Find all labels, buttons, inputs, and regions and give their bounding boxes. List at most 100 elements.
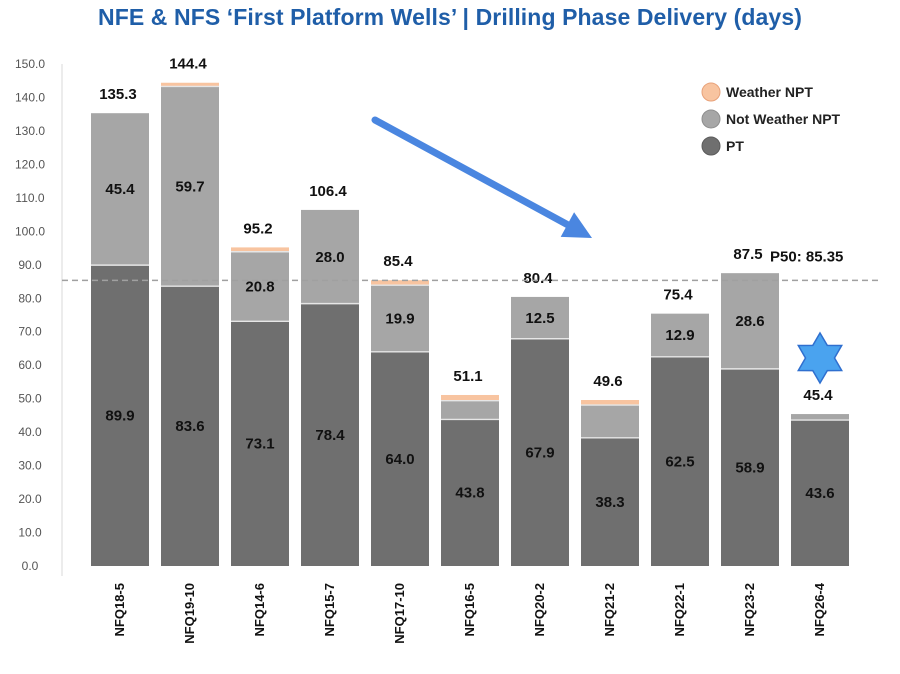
data-label: 89.9 (105, 408, 134, 425)
bar-segment-not-weather-npt (301, 209, 359, 304)
data-label: 38.3 (595, 494, 624, 511)
bar-segment-pt (791, 420, 849, 566)
bar-segment-not-weather-npt (511, 296, 569, 339)
data-label: 64.0 (385, 451, 414, 468)
legend: Weather NPT Not Weather NPT PT (701, 82, 841, 156)
bar-segment-pt (511, 338, 569, 566)
data-label: 45.4 (105, 181, 135, 198)
total-label: 75.4 (663, 287, 693, 304)
chart-title: NFE & NFS ‘First Platform Wells’ | Drill… (98, 4, 802, 30)
bar-segment-pt (371, 351, 429, 566)
category-label: NFQ20-2 (532, 583, 547, 636)
category-label: NFQ19-10 (182, 583, 197, 644)
y-tick-label: 130.0 (15, 124, 45, 138)
bar-segment-pt (581, 437, 639, 566)
bar-segment-pt (651, 356, 709, 566)
total-label: 80.4 (523, 270, 553, 287)
total-label: 135.3 (99, 86, 137, 103)
trend-arrow-shaft (371, 116, 571, 229)
category-label: NFQ14-6 (252, 583, 267, 636)
data-label: 62.5 (665, 453, 694, 470)
y-tick-label: 10.0 (18, 526, 42, 540)
bar-segment-weather-npt (231, 247, 289, 252)
data-label: 78.4 (315, 427, 345, 444)
bar-segment-pt (91, 265, 149, 566)
bar-segment-pt (161, 286, 219, 566)
category-label: NFQ15-7 (322, 583, 337, 636)
bar-segment-not-weather-npt (721, 273, 779, 369)
data-label: 28.6 (735, 313, 764, 330)
legend-label: PT (726, 138, 744, 154)
y-tick-label: 40.0 (18, 425, 42, 439)
y-tick-label: 20.0 (18, 492, 42, 506)
data-label: 67.9 (525, 444, 554, 461)
bar-segment-not-weather-npt (441, 400, 499, 420)
x-axis: NFQ18-5 NFQ19-10 NFQ14-6 NFQ15-7 NFQ17-10 NFQ… (112, 582, 827, 643)
category-label: NFQ21-2 (602, 583, 617, 636)
category-label: NFQ17-10 (392, 583, 407, 644)
category-label: NFQ16-5 (462, 583, 477, 636)
total-label: 106.4 (309, 183, 347, 200)
y-tick-label: 30.0 (18, 459, 42, 473)
data-label: 19.9 (385, 311, 414, 328)
total-label: 87.5 (733, 246, 762, 263)
bar-segment-pt (441, 419, 499, 566)
data-label: 12.5 (525, 310, 554, 327)
bar-segment-not-weather-npt (161, 86, 219, 287)
bar-segment-not-weather-npt (371, 285, 429, 352)
y-tick-label: 50.0 (18, 392, 42, 406)
labels-layer: 89.9 45.4 135.3 83.6 59.7 144.4 73.1 20.8 95.2 78… (99, 56, 834, 511)
y-tick-label: 90.0 (18, 258, 42, 272)
data-label: 20.8 (245, 279, 274, 296)
annotations (371, 116, 843, 385)
bar-segment-weather-npt (161, 82, 219, 87)
total-label: 49.6 (593, 373, 622, 390)
bar-segment-not-weather-npt (791, 414, 849, 421)
data-label: 58.9 (735, 459, 764, 476)
data-label: 28.0 (315, 249, 344, 266)
y-tick-label: 120.0 (15, 157, 45, 171)
category-label: NFQ26-4 (812, 582, 827, 636)
y-tick-label: 100.0 (15, 224, 45, 238)
p50-label: P50: 85.35 (770, 248, 843, 265)
bar-segment-not-weather-npt (581, 405, 639, 438)
y-tick-label: 110.0 (15, 191, 44, 205)
y-tick-label: 60.0 (18, 358, 42, 372)
star-icon (797, 331, 843, 385)
bar-segment-not-weather-npt (651, 313, 709, 357)
category-label: NFQ18-5 (112, 583, 127, 636)
bar-segment-weather-npt (441, 394, 499, 401)
category-label: NFQ22-1 (672, 583, 687, 636)
category-label: NFQ23-2 (742, 583, 757, 636)
bar-segment-weather-npt (581, 400, 639, 406)
legend-label: Not Weather NPT (726, 111, 841, 127)
bar-segment-pt (721, 368, 779, 566)
y-tick-label: 140.0 (15, 90, 45, 104)
bars-layer (91, 82, 849, 566)
total-label: 144.4 (169, 56, 207, 73)
bar-segment-not-weather-npt (91, 113, 149, 266)
y-tick-label: 150.0 (15, 57, 45, 71)
data-label: 12.9 (665, 327, 694, 344)
y-axis: 0.0 10.0 20.0 30.0 40.0 50.0 60.0 70.0 80.0 90.0 1… (15, 57, 63, 576)
reference-line-group: P50: 85.35 (62, 248, 880, 282)
data-label: 59.7 (175, 178, 204, 195)
trend-arrow-icon (560, 212, 592, 238)
legend-swatch (701, 136, 721, 156)
bar-segment-weather-npt (371, 280, 429, 286)
total-label: 85.4 (383, 253, 413, 270)
bar-segment-pt (231, 321, 289, 566)
data-label: 73.1 (245, 436, 274, 453)
y-tick-label: 0.0 (22, 559, 39, 573)
total-label: 51.1 (453, 368, 482, 385)
y-tick-label: 80.0 (18, 291, 42, 305)
legend-swatch (701, 109, 721, 129)
total-label: 45.4 (803, 387, 833, 404)
legend-swatch (701, 82, 721, 102)
data-label: 43.8 (455, 485, 484, 502)
data-label: 43.6 (805, 485, 834, 502)
legend-label: Weather NPT (726, 84, 813, 100)
data-label: 83.6 (175, 418, 204, 435)
y-tick-label: 70.0 (18, 325, 42, 339)
